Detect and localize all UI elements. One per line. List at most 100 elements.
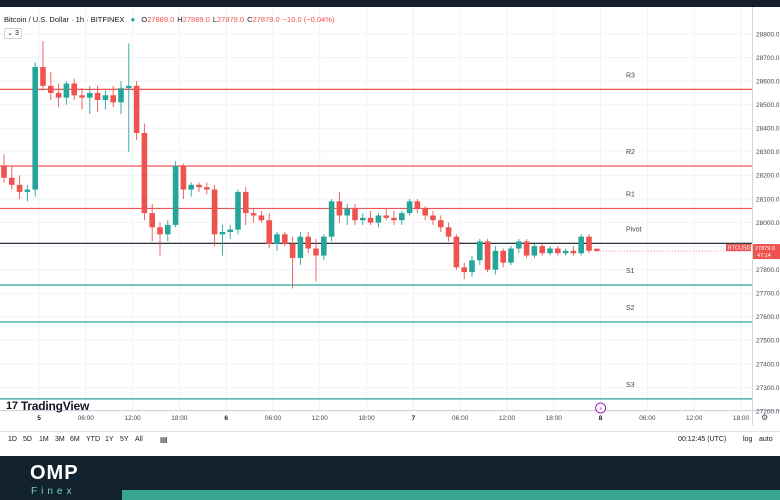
candle-body [165, 224, 171, 235]
price-tick-label: 27800.0 [756, 267, 780, 274]
date-range-icon[interactable]: ▤ [160, 435, 168, 444]
candle [172, 161, 179, 228]
timeframe-5d[interactable]: 5D [23, 436, 32, 443]
tradingview-mark-icon: 17 [6, 400, 18, 412]
candle [289, 236, 296, 289]
candle [71, 78, 77, 100]
timeframe-1y[interactable]: 1Y [105, 436, 114, 443]
candle-body [102, 95, 109, 100]
collapse-indicators-button[interactable]: ⌄ 3 [4, 28, 22, 39]
time-tick-label: 18:00 [733, 415, 750, 422]
price-tick-label: 27200.0 [756, 408, 780, 415]
timeframe-5y[interactable]: 5Y [120, 436, 129, 443]
candle-body [24, 189, 31, 192]
candle [547, 246, 553, 256]
candle [360, 213, 366, 225]
candle-body [562, 250, 569, 254]
candle [219, 224, 226, 256]
candle [500, 248, 506, 268]
price-chart[interactable]: R3 R2 R1 Pivot S1 S2 S3 27200.0 27300.0 27400.0 2… [0, 7, 780, 425]
candle-body [430, 215, 436, 221]
candle [24, 184, 31, 202]
time-tick-label: 6 [224, 415, 228, 422]
candle [235, 189, 241, 235]
candle-body [594, 248, 600, 252]
candle [578, 234, 584, 256]
candle [453, 234, 460, 270]
candle [258, 210, 265, 223]
price-tick-label: 27300.0 [756, 385, 780, 392]
chart-area[interactable]: R3 R2 R1 Pivot S1 S2 S3 27200.0 27300.0 27400.0 2… [0, 7, 780, 425]
bottom-toolbar: 1D 5D 1M 3M 6M YTD 1Y 5Y All ▤ 00:12:45 … [0, 431, 780, 448]
candle [531, 243, 538, 258]
price-tick-label: 27500.0 [756, 338, 780, 345]
candle-body [484, 241, 491, 270]
timeframe-1d[interactable]: 1D [8, 436, 17, 443]
symbol-title: Bitcoin / U.S. Dollar · 1h · BITFINEX [4, 15, 125, 24]
candle [40, 41, 46, 91]
price-tick-label: 28700.0 [756, 55, 780, 62]
candle-body [258, 215, 265, 221]
auto-scale-toggle[interactable]: auto [759, 436, 773, 443]
symbol-tag [726, 244, 751, 252]
timeframe-ytd[interactable]: YTD [86, 436, 100, 443]
time-tick-label: 18:00 [171, 415, 188, 422]
candle-body [297, 236, 304, 258]
candle [383, 208, 389, 221]
candle [79, 88, 85, 110]
candle-body [352, 208, 358, 221]
candle [445, 222, 452, 242]
candle-body [445, 227, 452, 237]
time-tick-label: 18:00 [358, 415, 375, 422]
tradingview-logo: 17 TradingView [6, 399, 90, 413]
log-scale-toggle[interactable]: log [743, 436, 753, 443]
candle-body [79, 95, 85, 98]
price-tick-label: 28400.0 [756, 126, 780, 133]
candle-body [141, 132, 148, 214]
candle [274, 231, 280, 251]
timeframe-all[interactable]: All [135, 436, 143, 443]
timeframe-6m[interactable]: 6M [70, 436, 80, 443]
candle-body [266, 220, 272, 244]
candle [375, 213, 382, 228]
candle-body [492, 250, 499, 270]
candle-body [531, 246, 538, 256]
candle-body [336, 201, 343, 216]
candle-body [94, 92, 101, 100]
candle [94, 85, 101, 112]
candle-body [391, 217, 397, 221]
candle [391, 210, 397, 225]
candle-body [555, 248, 561, 254]
price-tick-label: 28600.0 [756, 78, 780, 85]
candle [48, 71, 54, 100]
candle [555, 246, 561, 256]
candle-body [48, 85, 54, 93]
footer-accent-bar [122, 490, 780, 500]
time-tick-label: 12:00 [686, 415, 703, 422]
time-tick-label: 06:00 [639, 415, 656, 422]
candle-body [383, 215, 389, 218]
utc-clock[interactable]: 00:12:45 (UTC) [678, 436, 727, 443]
candle [469, 255, 475, 277]
candle-body [500, 250, 506, 263]
candle-body [172, 165, 179, 225]
time-tick-label: 5 [37, 415, 41, 422]
candle-body [227, 229, 233, 232]
candle [110, 85, 116, 108]
candle [149, 203, 155, 242]
candle-body [305, 236, 311, 249]
candle-body [196, 184, 202, 188]
candle [63, 81, 70, 105]
price-tag-value: 27879.0 [755, 246, 775, 252]
settings-gear-icon[interactable]: ⚙ [761, 413, 768, 422]
symbol-tag-label: BTCUSD [728, 245, 751, 251]
candle [282, 231, 288, 247]
level-label-r2: R2 [626, 149, 635, 156]
candle [562, 248, 569, 256]
timeframe-1m[interactable]: 1M [39, 436, 49, 443]
timeframe-3m[interactable]: 3M [55, 436, 65, 443]
candle-body [274, 234, 280, 244]
candle [523, 239, 530, 258]
finex-logo: Finex [31, 486, 76, 497]
ohlc-low: L27879.0 [212, 15, 245, 24]
